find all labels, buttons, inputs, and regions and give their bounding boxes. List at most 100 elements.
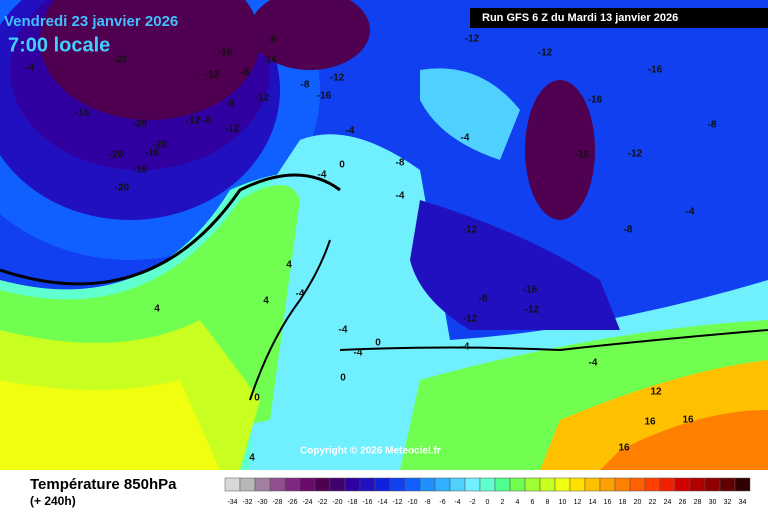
legend-tick: -8 <box>424 499 430 506</box>
legend-tick: 30 <box>709 499 717 506</box>
contour-label: -4 <box>354 348 363 359</box>
valid-date: Vendredi 23 janvier 2026 <box>4 13 178 30</box>
contour-label: -12 <box>205 70 220 81</box>
legend-tick: -12 <box>392 499 402 506</box>
contour-label: -4 <box>461 133 470 144</box>
contour-label: 0 <box>254 393 260 404</box>
legend-swatch <box>449 477 466 492</box>
legend-tick: 32 <box>724 499 732 506</box>
contour-label: 12 <box>650 387 662 398</box>
contour-label: -8 <box>241 68 250 79</box>
contour-label: -20 <box>133 119 148 130</box>
legend-swatch <box>704 477 721 492</box>
legend-tick: -30 <box>257 499 267 506</box>
legend-swatch <box>404 477 421 492</box>
legend-tick: 8 <box>546 499 550 506</box>
contour-label: -12 <box>255 93 270 104</box>
contour-label: -16 <box>75 108 90 119</box>
contour-label: -16 <box>133 165 148 176</box>
contour-label: -12 <box>330 73 345 84</box>
legend-tick: -18 <box>347 499 357 506</box>
contour-label: 16 <box>618 443 630 454</box>
legend-tick: -26 <box>287 499 297 506</box>
copyright: Copyright © 2026 Meteociel.fr <box>300 446 441 457</box>
legend-tick: -16 <box>362 499 372 506</box>
legend-tick: -24 <box>302 499 312 506</box>
legend-swatch <box>329 477 346 492</box>
legend-swatch <box>719 477 736 492</box>
contour-label: -8 <box>301 80 310 91</box>
legend-swatch <box>569 477 586 492</box>
legend-tick: -10 <box>407 499 417 506</box>
contour-label: -20 <box>153 140 168 151</box>
footer-title: Température 850hPa <box>30 476 177 493</box>
contour-label: -8 <box>396 158 405 169</box>
contour-label: -20 <box>109 150 124 161</box>
legend-tick: 34 <box>739 499 747 506</box>
legend-tick: 6 <box>531 499 535 506</box>
contour-label: 4 <box>286 260 292 271</box>
contour-label: -16 <box>145 148 160 159</box>
legend-tick: -4 <box>454 499 460 506</box>
legend-tick: 0 <box>486 499 490 506</box>
contour-label: 0 <box>340 373 346 384</box>
legend-tick: 16 <box>604 499 612 506</box>
contour-label: -20 <box>115 183 130 194</box>
legend-swatch <box>389 477 406 492</box>
contour-label: -12 <box>628 149 643 160</box>
contour-label: -12 <box>186 116 201 127</box>
contour-label: -12 <box>463 314 478 325</box>
contour-label: -16 <box>263 55 278 66</box>
contour-label: -12 <box>225 124 240 135</box>
legend-tick: -2 <box>469 499 475 506</box>
contour-label: -4 <box>461 342 470 353</box>
contour-label: -4 <box>296 289 305 300</box>
contour-label: -16 <box>588 95 603 106</box>
map-field: -16-12 -8-16-8-12-8-12-12 -8-20-16-20-20 -1… <box>0 0 768 470</box>
legend-tick: -32 <box>242 499 252 506</box>
contour-label: -4 <box>26 63 35 74</box>
legend-swatch <box>359 477 376 492</box>
legend-tick: -22 <box>317 499 327 506</box>
legend-swatch <box>584 477 601 492</box>
legend-swatch <box>614 477 631 492</box>
legend-tick: -20 <box>332 499 342 506</box>
legend-swatch <box>674 477 691 492</box>
contour-label: -16 <box>648 65 663 76</box>
legend-tick: 4 <box>516 499 520 506</box>
legend-swatch <box>239 477 256 492</box>
legend-swatch <box>524 477 541 492</box>
legend-tick: 10 <box>559 499 567 506</box>
legend-swatch <box>539 477 556 492</box>
legend-swatch <box>269 477 286 492</box>
legend-swatch <box>464 477 481 492</box>
legend-tick: -6 <box>439 499 445 506</box>
legend-swatch <box>644 477 661 492</box>
legend-swatch <box>659 477 676 492</box>
contour-label: -12 <box>538 48 553 59</box>
contour-label: -8 <box>708 120 717 131</box>
legend-tick: 2 <box>501 499 505 506</box>
contour-label: 16 <box>682 415 694 426</box>
contour-label: -4 <box>686 207 695 218</box>
contour-label: -12 <box>525 305 540 316</box>
legend-tick: 12 <box>574 499 582 506</box>
contour-label: 0 <box>375 338 381 349</box>
contour-label: -4 <box>318 170 327 181</box>
legend-swatch <box>629 477 646 492</box>
footer-lead: (+ 240h) <box>30 494 76 508</box>
contour-label: 4 <box>249 453 255 464</box>
legend-swatch <box>314 477 331 492</box>
legend-swatch <box>299 477 316 492</box>
legend-tick: 14 <box>589 499 597 506</box>
legend-swatch <box>254 477 271 492</box>
contour-label: 4 <box>154 304 160 315</box>
legend-tick: -34 <box>227 499 237 506</box>
legend-swatch <box>374 477 391 492</box>
contour-label: -20 <box>113 55 128 66</box>
contour-label: 0 <box>339 160 345 171</box>
legend-swatch <box>284 477 301 492</box>
contour-label: -12 <box>463 225 478 236</box>
legend-swatch <box>494 477 511 492</box>
